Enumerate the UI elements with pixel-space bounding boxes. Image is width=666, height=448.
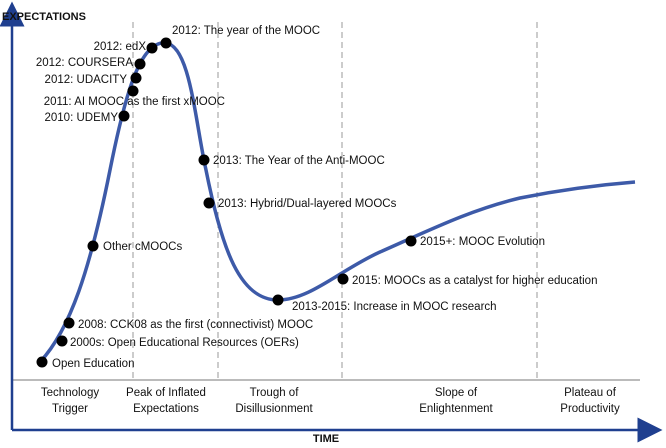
milestone-label: 2013-2015: Increase in MOOC research [292,301,497,313]
milestone-dot [87,240,99,252]
milestone-label: 2011: AI MOOC as the first xMOOC [44,96,225,108]
milestone-dot [203,197,215,209]
hype-curve [38,41,636,364]
milestone-dot [127,85,139,97]
milestone-dot [337,273,349,285]
milestone-label: 2013: The Year of the Anti-MOOC [213,155,385,167]
milestone-dot [36,356,48,368]
phase-label: Enlightenment [419,403,493,415]
milestone-label: 2015+: MOOC Evolution [420,236,545,248]
y-axis-label: EXPECTATIONS [2,11,86,23]
phase-label: Productivity [560,403,620,415]
milestone-dot [63,317,75,329]
milestone-dot [405,235,417,247]
milestone-dot [134,58,146,70]
milestone-dot [130,72,142,84]
milestone-label: 2000s: Open Educational Resources (OERs) [70,337,299,349]
milestone-dot [118,110,130,122]
milestone-label: 2010: UDEMY [44,112,118,124]
phase-label: Plateau of [564,387,617,399]
phase-label: Technology [41,387,99,399]
milestone-label: 2012: The year of the MOOC [172,25,320,37]
milestone-dot [160,37,172,49]
milestone-dot [56,335,68,347]
milestone-label: 2015: MOOCs as a catalyst for higher edu… [352,275,597,287]
milestone-dot [198,154,210,166]
milestone-dot [272,294,284,306]
milestone-label: 2012: COURSERA [36,57,133,69]
phase-label: Trough of [250,387,300,399]
milestone-label: 2008: CCK08 as the first (connectivist) … [78,319,313,331]
milestone-label: Other cMOOCs [103,241,182,253]
phase-label: Slope of [435,387,478,399]
milestone-label: Open Education [52,358,134,370]
phase-label: Disillusionment [235,403,313,415]
milestone-label: 2012: UDACITY [45,74,128,86]
phase-label: Expectations [133,403,199,415]
milestone-label: 2013: Hybrid/Dual-layered MOOCs [218,198,397,210]
phase-label: Peak of Inflated [126,387,206,399]
phase-label: Trigger [52,403,88,415]
milestone-label: 2012: edX [94,41,147,53]
x-axis-label: TIME [313,433,339,445]
milestone-dot [146,42,158,54]
